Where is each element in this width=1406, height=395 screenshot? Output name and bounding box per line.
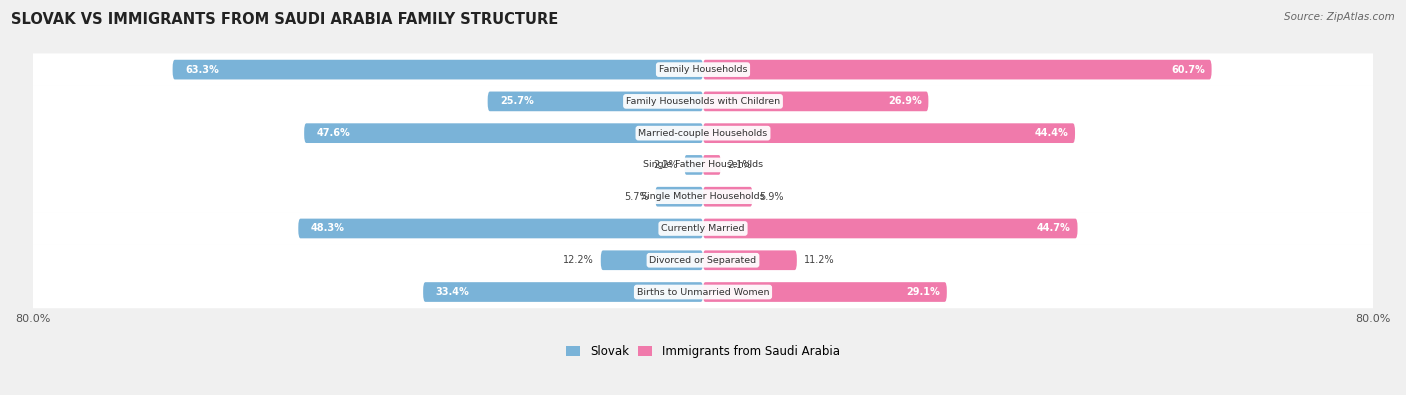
Text: 11.2%: 11.2% [804, 255, 834, 265]
Text: Single Mother Households: Single Mother Households [641, 192, 765, 201]
FancyBboxPatch shape [298, 218, 703, 238]
Text: 2.1%: 2.1% [727, 160, 752, 170]
FancyBboxPatch shape [655, 187, 703, 207]
FancyBboxPatch shape [685, 155, 703, 175]
Text: 47.6%: 47.6% [316, 128, 350, 138]
Legend: Slovak, Immigrants from Saudi Arabia: Slovak, Immigrants from Saudi Arabia [561, 340, 845, 363]
FancyBboxPatch shape [703, 250, 797, 270]
FancyBboxPatch shape [703, 282, 946, 302]
Text: Married-couple Households: Married-couple Households [638, 129, 768, 138]
FancyBboxPatch shape [600, 250, 703, 270]
Text: Single Father Households: Single Father Households [643, 160, 763, 169]
Text: 12.2%: 12.2% [564, 255, 595, 265]
Text: 63.3%: 63.3% [186, 65, 219, 75]
FancyBboxPatch shape [32, 212, 1374, 245]
Text: Source: ZipAtlas.com: Source: ZipAtlas.com [1284, 12, 1395, 22]
FancyBboxPatch shape [173, 60, 703, 79]
FancyBboxPatch shape [423, 282, 703, 302]
Text: 5.9%: 5.9% [759, 192, 783, 202]
FancyBboxPatch shape [32, 85, 1374, 118]
FancyBboxPatch shape [703, 123, 1076, 143]
FancyBboxPatch shape [32, 149, 1374, 181]
FancyBboxPatch shape [703, 92, 928, 111]
Text: 26.9%: 26.9% [889, 96, 922, 106]
FancyBboxPatch shape [32, 117, 1374, 149]
Text: Currently Married: Currently Married [661, 224, 745, 233]
Text: 44.4%: 44.4% [1035, 128, 1069, 138]
FancyBboxPatch shape [32, 244, 1374, 276]
Text: 48.3%: 48.3% [311, 224, 344, 233]
Text: 5.7%: 5.7% [624, 192, 648, 202]
Text: 29.1%: 29.1% [907, 287, 941, 297]
Text: 60.7%: 60.7% [1171, 65, 1205, 75]
Text: 44.7%: 44.7% [1038, 224, 1071, 233]
FancyBboxPatch shape [703, 187, 752, 207]
Text: Divorced or Separated: Divorced or Separated [650, 256, 756, 265]
FancyBboxPatch shape [32, 53, 1374, 86]
Text: 33.4%: 33.4% [436, 287, 470, 297]
Text: 2.2%: 2.2% [654, 160, 678, 170]
Text: SLOVAK VS IMMIGRANTS FROM SAUDI ARABIA FAMILY STRUCTURE: SLOVAK VS IMMIGRANTS FROM SAUDI ARABIA F… [11, 12, 558, 27]
FancyBboxPatch shape [703, 155, 721, 175]
FancyBboxPatch shape [703, 218, 1077, 238]
Text: 25.7%: 25.7% [501, 96, 534, 106]
FancyBboxPatch shape [304, 123, 703, 143]
FancyBboxPatch shape [32, 181, 1374, 213]
Text: Family Households with Children: Family Households with Children [626, 97, 780, 106]
Text: Births to Unmarried Women: Births to Unmarried Women [637, 288, 769, 297]
FancyBboxPatch shape [703, 60, 1212, 79]
FancyBboxPatch shape [488, 92, 703, 111]
FancyBboxPatch shape [32, 276, 1374, 308]
Text: Family Households: Family Households [659, 65, 747, 74]
